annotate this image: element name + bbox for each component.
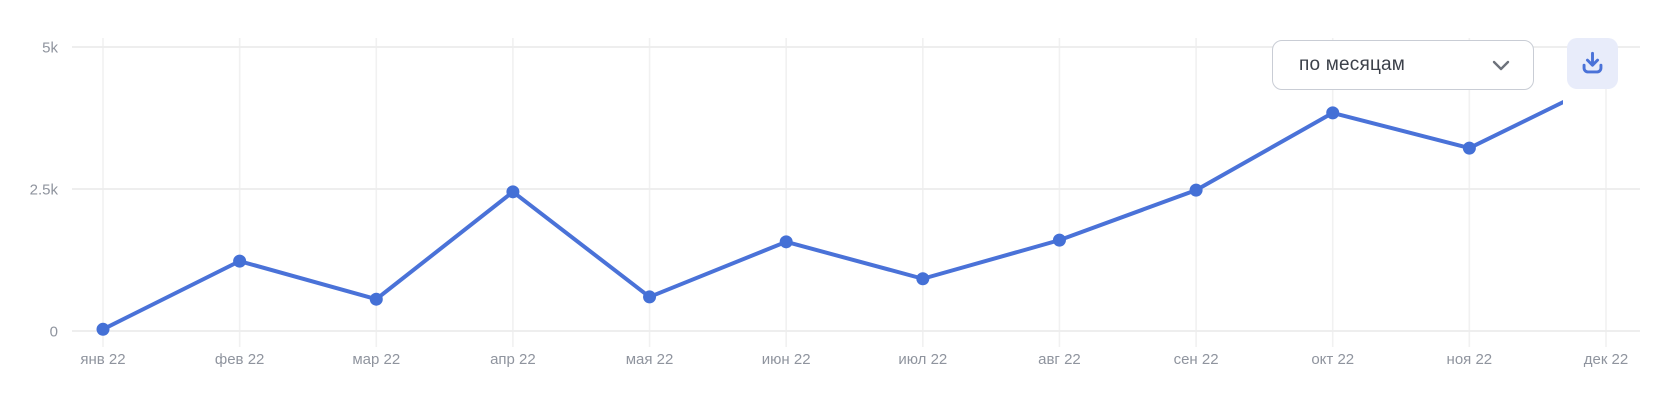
x-axis-label: мар 22: [352, 351, 400, 368]
x-axis-label: авг 22: [1038, 351, 1081, 368]
period-select-label: по месяцам: [1299, 54, 1406, 75]
x-axis-label: ноя 22: [1447, 351, 1493, 368]
data-point[interactable]: [506, 185, 520, 199]
chevron-down-icon: [1492, 60, 1510, 71]
data-point[interactable]: [1052, 233, 1066, 247]
x-axis-label: июн 22: [762, 351, 811, 368]
data-point[interactable]: [1462, 141, 1476, 155]
x-axis-label: дек 22: [1584, 351, 1629, 368]
data-point[interactable]: [233, 254, 247, 268]
data-point[interactable]: [1189, 183, 1203, 197]
data-point[interactable]: [643, 290, 657, 304]
x-axis-label: июл 22: [898, 351, 947, 368]
x-axis-label: окт 22: [1311, 351, 1354, 368]
series-line: [101, 99, 1563, 332]
period-select[interactable]: по месяцам: [1272, 40, 1534, 90]
y-axis-label: 0: [50, 324, 58, 341]
x-axis-label: сен 22: [1174, 351, 1219, 368]
data-point[interactable]: [369, 292, 383, 306]
x-axis-label: фев 22: [215, 351, 265, 368]
y-axis-label: 5k: [42, 40, 58, 57]
x-axis-label: мая 22: [626, 351, 674, 368]
y-axis-label: 2.5k: [30, 182, 59, 199]
download-button[interactable]: [1567, 38, 1618, 89]
data-point[interactable]: [1326, 106, 1340, 120]
data-point[interactable]: [916, 272, 930, 286]
data-point[interactable]: [779, 235, 793, 249]
download-icon: [1582, 51, 1603, 74]
x-axis-label: янв 22: [80, 351, 125, 368]
data-point[interactable]: [96, 322, 110, 336]
x-axis-label: апр 22: [490, 351, 536, 368]
